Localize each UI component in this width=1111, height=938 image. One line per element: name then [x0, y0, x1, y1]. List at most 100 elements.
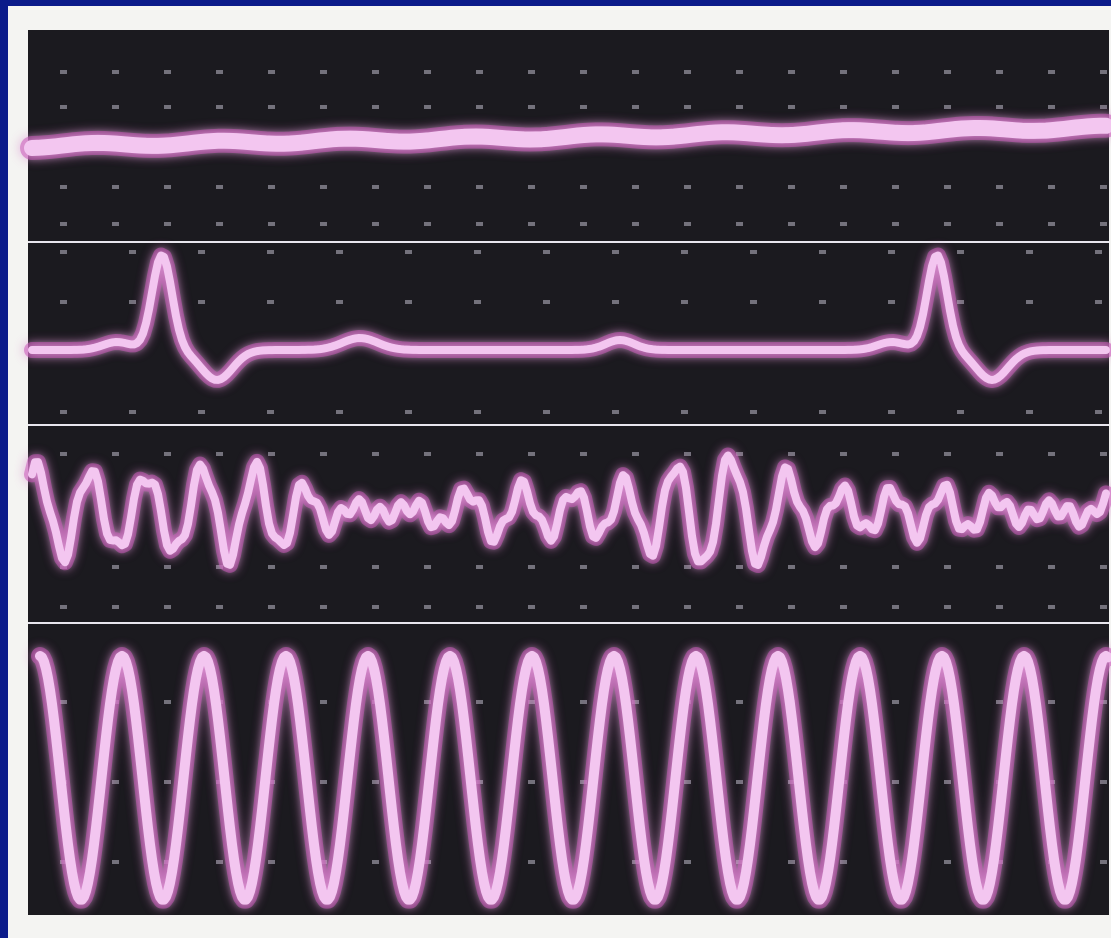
grid-dot — [372, 565, 379, 569]
grid-dot — [320, 185, 327, 189]
grid-dot — [681, 300, 688, 304]
grid-dot — [819, 250, 826, 254]
grid-dot — [216, 185, 223, 189]
grid-dot — [788, 185, 795, 189]
grid-dot — [1095, 250, 1102, 254]
grid-dot — [788, 70, 795, 74]
grid-dot — [684, 605, 691, 609]
grid-dot — [1095, 300, 1102, 304]
grid-dot — [60, 70, 67, 74]
grid-dot — [788, 565, 795, 569]
grid-dot — [580, 105, 587, 109]
grid-dot — [632, 452, 639, 456]
grid-dot — [788, 452, 795, 456]
grid-dot — [840, 452, 847, 456]
page: {} (() => { const NS = 'http://www.w3.or… — [0, 0, 1111, 938]
grid-dot — [476, 700, 483, 704]
grid-dot — [892, 565, 899, 569]
grid-dot — [268, 565, 275, 569]
grid-dot — [580, 605, 587, 609]
grid-dot — [750, 250, 757, 254]
grid-dot — [1100, 605, 1107, 609]
grid-dot — [543, 410, 550, 414]
grid-dot — [164, 70, 171, 74]
grid-dot — [1048, 185, 1055, 189]
grid-dot — [632, 222, 639, 226]
grid-dot — [736, 222, 743, 226]
grid-dot — [580, 452, 587, 456]
grid-dot — [996, 700, 1003, 704]
grid-dot — [944, 452, 951, 456]
grid-dot — [60, 605, 67, 609]
grid-dot — [164, 700, 171, 704]
grid-dot — [840, 70, 847, 74]
grid-dot — [474, 300, 481, 304]
grid-dot — [892, 222, 899, 226]
grid-dot — [1100, 860, 1107, 864]
grid-dot — [320, 700, 327, 704]
grid-dot — [528, 780, 535, 784]
grid-dot — [336, 410, 343, 414]
grid-dot — [681, 410, 688, 414]
grid-dot — [320, 780, 327, 784]
grid-dot — [819, 300, 826, 304]
grid-dot — [268, 222, 275, 226]
grid-dot — [268, 605, 275, 609]
grid-dot — [198, 410, 205, 414]
grid-dot — [1048, 452, 1055, 456]
grid-dot — [580, 185, 587, 189]
grid-dot — [424, 222, 431, 226]
grid-dot — [372, 222, 379, 226]
grid-dot — [1026, 410, 1033, 414]
grid-dot — [892, 700, 899, 704]
grid-dot — [60, 700, 67, 704]
grid-dot — [164, 185, 171, 189]
grid-dot — [528, 452, 535, 456]
grid-dot — [681, 250, 688, 254]
grid-dot — [476, 222, 483, 226]
grid-dot — [372, 105, 379, 109]
grid-dot — [424, 605, 431, 609]
grid-dot — [788, 105, 795, 109]
grid-dot — [528, 605, 535, 609]
grid-dot — [528, 185, 535, 189]
grid-dot — [1048, 565, 1055, 569]
grid-dot — [1100, 222, 1107, 226]
grid-dot — [543, 300, 550, 304]
grid-dot — [612, 300, 619, 304]
grid-dot — [424, 452, 431, 456]
grid-dot — [684, 70, 691, 74]
grid-dot — [1100, 70, 1107, 74]
grid-dot — [1100, 105, 1107, 109]
grid-dot — [60, 410, 67, 414]
grid-dot — [1048, 105, 1055, 109]
grid-dot — [996, 605, 1003, 609]
grid-dot — [528, 70, 535, 74]
grid-dot — [372, 452, 379, 456]
grid-dot — [216, 860, 223, 864]
grid-dot — [892, 452, 899, 456]
grid-dot — [268, 452, 275, 456]
grid-dot — [320, 70, 327, 74]
grid-dot — [267, 300, 274, 304]
grid-dot — [580, 700, 587, 704]
grid-dot — [320, 605, 327, 609]
grid-dot — [268, 70, 275, 74]
grid-dot — [320, 565, 327, 569]
grid-dot — [336, 300, 343, 304]
grid-dot — [424, 565, 431, 569]
grid-dot — [372, 185, 379, 189]
grid-dot — [216, 452, 223, 456]
grid-dot — [684, 860, 691, 864]
grid-dot — [944, 105, 951, 109]
grid-dot — [216, 70, 223, 74]
grid-dot — [892, 105, 899, 109]
grid-dot — [112, 565, 119, 569]
grid-dot — [268, 105, 275, 109]
grid-dot — [736, 565, 743, 569]
grid-dot — [476, 185, 483, 189]
grid-dot — [632, 565, 639, 569]
grid-dot — [580, 70, 587, 74]
grid-dot — [944, 780, 951, 784]
grid-dot — [129, 250, 136, 254]
